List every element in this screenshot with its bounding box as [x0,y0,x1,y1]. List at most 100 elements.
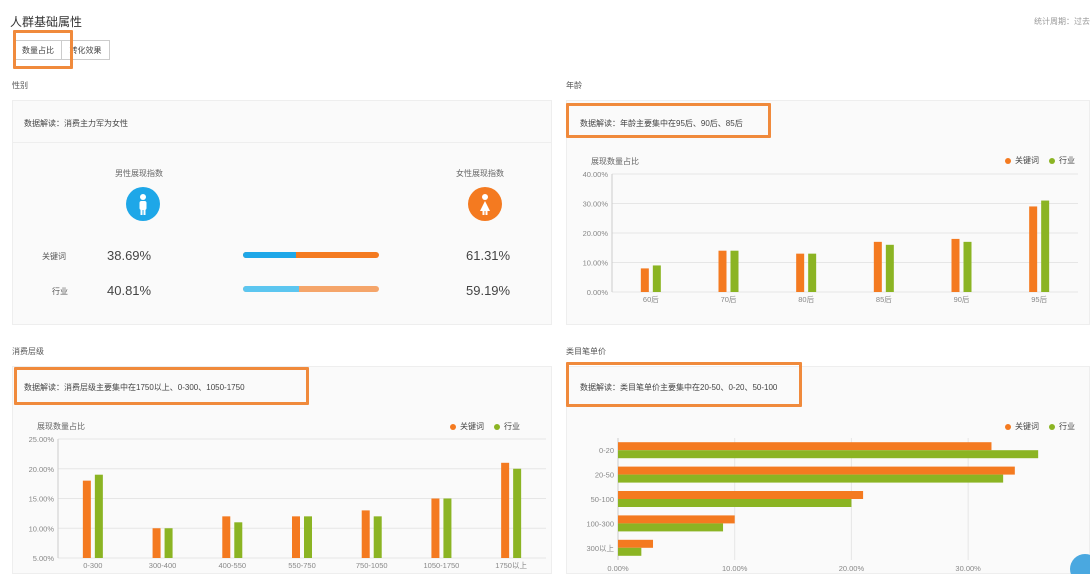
age-bar-chart: 0.00% 10.00% 20.00% 30.00% 40.00% 60后 70后 80后 85… [583,170,1078,304]
industry-bar [373,516,382,558]
gender-keyword-male-value: 38.69% [107,248,152,263]
x-tick-label: 400-550 [219,561,247,570]
legend-industry-swatch [1049,423,1055,430]
legend-keyword-label: 关键词 [1015,422,1039,431]
keyword-bar [431,498,440,558]
stat-period-label: 统计周期：过去 [1034,17,1090,26]
consumption-interpretation: 数据解读：消费层级主要集中在1750以上、0-300、1050-1750 [24,382,245,392]
gender-divider [12,142,552,143]
x-tick-label: 90后 [954,294,970,304]
consumption-section-title: 消费层级 [12,347,44,356]
keyword-bar [152,528,161,558]
industry-bar [618,547,642,556]
consumption-bar-chart: 5.00% 10.00% 15.00% 20.00% 25.00% 0-300 300-40… [29,435,546,570]
keyword-bar [361,510,370,558]
y-tick-label: 20-50 [595,471,614,480]
y-tick-label: 0-20 [599,446,614,455]
industry-bar [618,523,724,532]
keyword-bar [501,462,510,558]
x-tick-label: 20.00% [839,564,865,573]
gender-industry-ratio-bar [243,286,379,292]
x-tick-label: 550-750 [288,561,316,570]
y-tick-label: 50-100 [591,495,614,504]
x-tick-label: 30.00% [955,564,981,573]
tab-conversion-effect[interactable]: 转化效果 [62,40,110,60]
keyword-bar [796,253,805,292]
industry-bar [513,468,522,558]
industry-bar [885,244,894,292]
industry-bar [618,474,1004,483]
keyword-bar [618,539,654,548]
male-index-label: 男性展现指数 [115,169,163,178]
age-section-title: 年龄 [566,81,582,90]
industry-bar [304,516,312,558]
legend-keyword-label: 关键词 [1015,156,1039,165]
female-person-icon [468,187,502,221]
keyword-bar [82,480,91,558]
x-tick-label: 60后 [643,294,659,304]
legend-keyword-swatch [1005,157,1011,164]
industry-bar [164,528,173,558]
x-tick-label: 70后 [721,294,737,304]
x-tick-label: 85后 [876,294,892,304]
unit-price-interpretation: 数据解读：类目笔单价主要集中在20-50、0-20、50-100 [580,382,778,392]
age-legend: 关键词 行业 [1005,155,1075,166]
gender-section-title: 性别 [12,81,28,90]
gender-industry-female-value: 59.19% [466,283,511,298]
keyword-bar [873,241,882,292]
industry-bar [1041,200,1050,292]
industry-bar [618,499,852,507]
age-y-axis-title: 展现数量占比 [591,157,639,166]
keyword-bar [718,250,727,292]
tab-quantity-share[interactable]: 数量占比 [14,40,62,60]
chat-float-button[interactable] [1070,554,1090,574]
y-tick-label: 300以上 [586,544,614,553]
industry-bar [808,253,817,292]
x-tick-label: 750-1050 [356,561,388,570]
keyword-bar [951,238,960,292]
y-tick-label: 40.00% [583,170,609,179]
consumption-legend: 关键词 行业 [450,421,520,432]
legend-industry-swatch [494,423,500,430]
x-tick-label: 1750以上 [495,561,527,570]
y-tick-label: 20.00% [29,465,55,474]
x-tick-label: 0-300 [83,561,102,570]
legend-keyword-label: 关键词 [460,422,484,431]
page-title: 人群基础属性 [10,15,83,29]
keyword-bar [1029,206,1038,292]
keyword-bar [618,491,864,499]
x-tick-label: 0.00% [607,564,629,573]
y-tick-label: 100-300 [586,519,614,528]
industry-bar [963,241,972,292]
y-tick-label: 5.00% [33,554,55,563]
legend-industry-swatch [1049,157,1055,164]
male-person-icon [126,187,160,221]
keyword-bar [618,515,735,524]
gender-row-industry-label: 行业 [52,287,68,296]
legend-industry-label: 行业 [1059,422,1075,431]
y-tick-label: 10.00% [29,524,55,533]
legend-industry-label: 行业 [1059,156,1075,165]
y-tick-label: 15.00% [29,495,55,504]
keyword-bar [640,268,649,292]
y-tick-label: 25.00% [29,435,55,444]
industry-bar [94,474,103,558]
legend-industry-label: 行业 [504,422,520,431]
unit-price-section-title: 类目笔单价 [566,347,606,356]
industry-bar [443,498,452,558]
gender-interpretation: 数据解读：消费主力军为女性 [24,118,128,128]
x-tick-label: 300-400 [149,561,177,570]
x-tick-label: 1050-1750 [423,561,459,570]
keyword-bar [292,516,300,558]
y-tick-label: 30.00% [583,200,609,209]
x-tick-label: 80后 [798,294,814,304]
gender-keyword-ratio-bar [243,252,379,258]
industry-bar [652,265,661,292]
gender-row-keyword-label: 关键词 [42,252,66,261]
unit-price-hbar-chart: 0.00% 10.00% 20.00% 30.00% 0-20 20-50 50-100 10… [586,438,1039,573]
metric-tabs: 数量占比 转化效果 [14,40,110,60]
keyword-bar [618,466,1015,475]
y-tick-label: 0.00% [587,288,609,297]
x-tick-label: 95后 [1031,294,1047,304]
industry-bar [730,250,739,292]
